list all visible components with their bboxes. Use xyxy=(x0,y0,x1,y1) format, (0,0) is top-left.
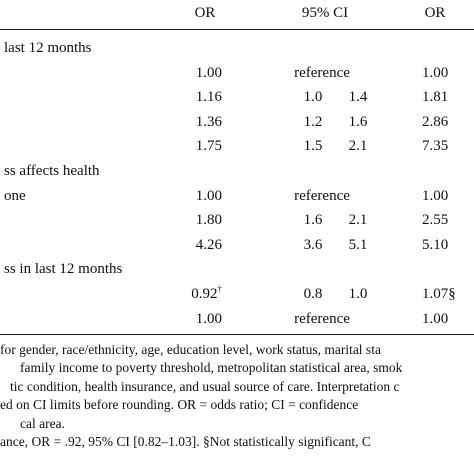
row-label: one xyxy=(4,187,26,204)
header-or2: OR xyxy=(424,5,446,21)
or2-cell: 1.81 xyxy=(422,89,449,106)
or-cell: 1.16 xyxy=(150,88,222,106)
or2-cell: 1.00 xyxy=(422,310,449,327)
or-value: 1.00 xyxy=(195,310,222,327)
or-value: 1.80 xyxy=(195,212,222,229)
or2-cell: 2.55 xyxy=(422,212,449,229)
footnote-line: tic condition, health insurance, and usu… xyxy=(10,378,400,394)
or-value: 1.36 xyxy=(195,113,222,130)
ci-high: 1.6 xyxy=(348,113,368,130)
ci-reference: reference xyxy=(294,64,350,81)
or-value: 1.75 xyxy=(195,138,222,155)
bottom-rule xyxy=(0,334,474,335)
header-or: OR xyxy=(194,5,216,21)
header-rule xyxy=(0,29,474,30)
section-label: ss affects health xyxy=(4,163,100,179)
section-label: ss in last 12 months xyxy=(4,261,123,278)
or2-cell: 5.10 xyxy=(422,236,449,253)
or-cell: 1.00 xyxy=(150,64,222,82)
or-value: 1.16 xyxy=(195,89,222,106)
or-value: 0.92 xyxy=(191,286,218,302)
or2-cell: 1.00 xyxy=(422,64,449,81)
footnote-line: ed on CI limits before rounding. OR = od… xyxy=(0,397,359,413)
ci-low: 3.6 xyxy=(303,236,323,253)
or-value: 4.26 xyxy=(195,236,222,253)
ci-low: 0.8 xyxy=(303,286,323,302)
ci-low: 1.5 xyxy=(303,138,323,155)
or2-cell: 2.86 xyxy=(422,113,449,130)
or-cell: 1.00 xyxy=(150,310,222,328)
ci-low: 1.2 xyxy=(303,113,323,130)
or2-cell: 1.00 xyxy=(422,187,449,204)
ci-high: 2.1 xyxy=(348,138,368,155)
ci-reference: reference xyxy=(294,187,350,204)
ci-low: 1.6 xyxy=(303,212,323,229)
ci-low: 1.0 xyxy=(303,89,323,106)
footnote-line: cal area. xyxy=(20,415,65,431)
or-value: 1.00 xyxy=(195,64,222,81)
or-value: 1.00 xyxy=(195,187,222,204)
or2-cell: 7.35 xyxy=(422,138,449,155)
or-cell: 1.36 xyxy=(150,113,222,131)
header-ci: 95% CI xyxy=(301,5,349,21)
footnote-line: family income to poverty threshold, metr… xyxy=(20,360,403,376)
or-note: † xyxy=(217,284,223,294)
footnote-line: ance, OR = .92, 95% CI [0.82–1.03]. §Not… xyxy=(0,434,371,449)
ci-high: 5.1 xyxy=(348,236,368,253)
ci-high: 2.1 xyxy=(348,212,368,229)
ci-high: 1.0 xyxy=(348,286,368,302)
footnote-line: for gender, race/ethnicity, age, educati… xyxy=(0,342,381,357)
or2-cell: 1.07§ xyxy=(422,286,456,302)
or-cell: 1.75 xyxy=(150,137,222,155)
or-cell: 4.26 xyxy=(150,236,222,254)
or-cell: 1.80 xyxy=(150,211,222,229)
ci-reference: reference xyxy=(294,310,350,327)
or-cell: 0.92† xyxy=(150,285,222,303)
section-label: last 12 months xyxy=(4,40,92,56)
ci-high: 1.4 xyxy=(348,89,368,106)
or-cell: 1.00 xyxy=(150,187,222,205)
